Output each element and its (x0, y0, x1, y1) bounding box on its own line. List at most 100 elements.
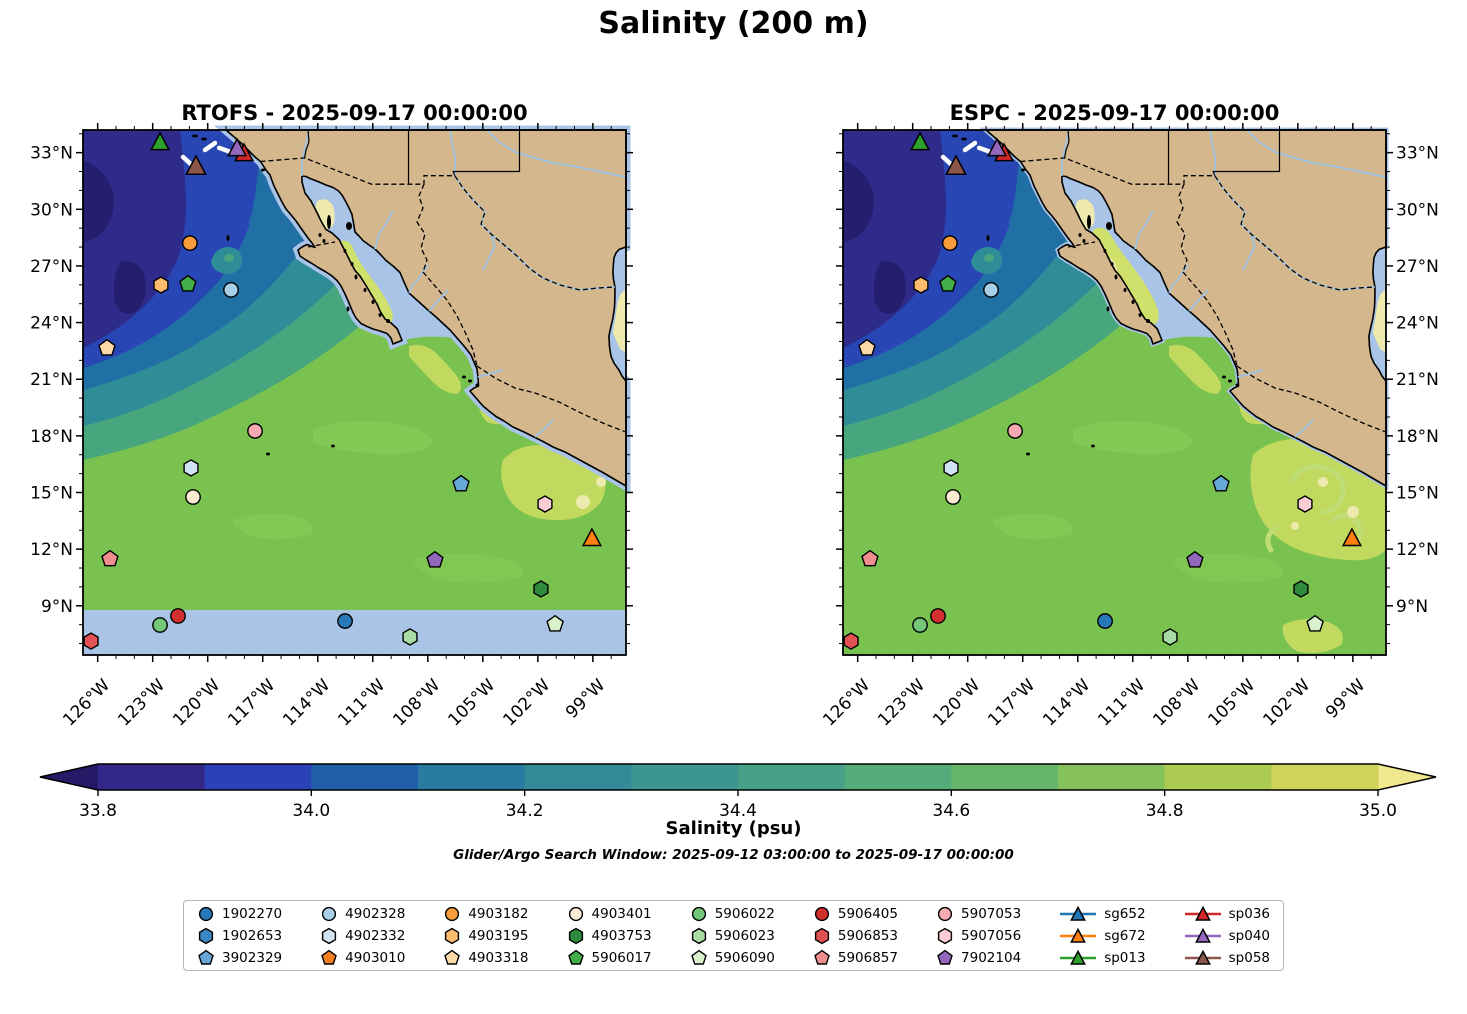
marker-5906857 (101, 549, 119, 567)
lon-tick-label: 114°W (1039, 675, 1094, 730)
marker-5907056 (537, 495, 553, 513)
legend-marker-1902270 (198, 906, 214, 921)
lon-tick-label: 102°W (499, 675, 554, 730)
lat-tick-label: 24°N (1396, 314, 1439, 334)
legend-entry-sg652: sg652 (1059, 903, 1146, 924)
legend-label: 4903195 (468, 927, 529, 944)
lon-tick-label: 123°W (114, 675, 169, 730)
panel-rtofs: RTOFS - 2025-09-17 00:00:00 33°N 30°N 27°N… (30, 101, 633, 730)
legend-column: 5906022 5906023 5906090 (690, 903, 775, 968)
search-window-note: Glider/Argo Search Window: 2025-09-12 03… (453, 847, 1014, 863)
legend-label: 5906017 (591, 949, 652, 966)
legend-column: sp036 sp040 sp058 (1184, 903, 1270, 968)
legend-label: 5906405 (837, 905, 898, 922)
legend-label: 3902329 (222, 949, 283, 966)
gulf-of-mexico (1368, 246, 1387, 382)
circle-marker-icon (814, 906, 829, 921)
legend-label: sp013 (1104, 949, 1146, 966)
legend-entry-4903318: 4903318 (443, 947, 528, 968)
legend-entry-1902270: 1902270 (197, 903, 282, 924)
marker-5906017 (939, 274, 957, 292)
legend-marker-sp036 (1194, 905, 1211, 921)
lon-tick-label: 102°W (1259, 675, 1314, 730)
legend-entry-3902329: 3902329 (197, 947, 282, 968)
colorbar-segment (1271, 764, 1379, 790)
legend-entry-5906023: 5906023 (690, 925, 775, 946)
marker-4903401 (185, 489, 201, 505)
marker-sp058 (185, 154, 207, 176)
legend-label: 4902328 (345, 905, 406, 922)
legend-entry-1902653: 1902653 (197, 925, 282, 946)
marker-4903195 (913, 276, 929, 294)
legend-marker-sg652 (1070, 905, 1087, 921)
panel-espc: ESPC - 2025-09-17 00:00:00 33°N 30°N 27°N 2… (819, 101, 1439, 730)
marker-sp040 (987, 137, 1008, 157)
hexagon-marker-icon (322, 927, 337, 944)
marker-4902332 (183, 459, 199, 477)
colorbar-tick-label: 33.8 (79, 801, 117, 821)
legend-label: 5906857 (837, 949, 898, 966)
land-coastline (985, 129, 1387, 487)
marker-4903401 (945, 489, 961, 505)
legend-label: 5906090 (714, 949, 775, 966)
colorbar-segment (98, 764, 206, 790)
lon-tick-label: 120°W (169, 675, 224, 730)
marker-5906023 (402, 628, 418, 646)
legend-label: sg672 (1104, 927, 1146, 944)
colorbar-label: Salinity (psu) (665, 818, 802, 839)
marker-7902104 (1186, 550, 1204, 568)
legend-label: sp040 (1228, 927, 1270, 944)
colorbar-segment (738, 764, 846, 790)
marker-5906853 (843, 632, 859, 650)
lat-tick-label: 12°N (1396, 540, 1439, 560)
legend-column: 4902328 4902332 4903010 (320, 903, 405, 968)
figure-title: Salinity (200 m) (598, 6, 869, 41)
panel-title-rtofs: RTOFS - 2025-09-17 00:00:00 (181, 101, 528, 125)
lat-tick-label: 21°N (30, 370, 73, 390)
lat-tick-label: 33°N (30, 144, 73, 164)
colorbar-tick-label: 34.0 (292, 801, 330, 821)
map-espc: 33°N 30°N 27°N 24°N 21°N 18°N 15°N 12°N 9°N 126°W… (819, 123, 1439, 730)
legend-entry-4902328: 4902328 (320, 903, 405, 924)
lat-tick-label: 24°N (30, 314, 73, 334)
hexagon-marker-icon (937, 927, 953, 944)
marker-7902104 (426, 550, 444, 568)
circle-marker-icon (198, 906, 214, 921)
legend-marker-5906857 (814, 949, 830, 965)
pentagon-marker-icon (567, 949, 584, 965)
colorbar-segment (1164, 764, 1272, 790)
marker-3902329 (1212, 474, 1230, 492)
lat-tick-label: 30°N (30, 200, 73, 220)
platform-markers (83, 131, 602, 650)
marker-5906853 (83, 632, 99, 650)
lon-tick-label: 117°W (224, 675, 279, 730)
glider-marker-icon (1184, 927, 1221, 943)
model-domain-gap-band (83, 610, 626, 655)
legend-entry-5906017: 5906017 (567, 947, 652, 968)
legend-marker-5906090 (690, 949, 707, 965)
legend-marker-4903010 (321, 949, 337, 965)
legend-marker-5906405 (814, 906, 829, 921)
axis-ticks (836, 123, 1393, 662)
lat-tick-label: 18°N (1396, 427, 1439, 447)
marker-5906017 (179, 274, 197, 292)
legend-entry-sg672: sg672 (1059, 925, 1146, 946)
colorbar-segment (204, 764, 312, 790)
legend-column: 1902270 1902653 3902329 (197, 903, 282, 968)
islands (192, 134, 479, 456)
marker-4902332 (943, 459, 959, 477)
marker-4903182 (942, 235, 958, 251)
legend-marker-4903753 (568, 927, 583, 944)
legend-label: sp058 (1228, 949, 1270, 966)
colorbar-segment (951, 764, 1059, 790)
marker-3902329 (452, 474, 470, 492)
marker-sg672 (1341, 527, 1362, 547)
marker-5906857 (861, 549, 879, 567)
lon-tick-label: 108°W (389, 675, 444, 730)
pentagon-marker-icon (444, 949, 461, 965)
legend-entry-5906090: 5906090 (690, 947, 775, 968)
colorbar-tick-label: 34.2 (506, 801, 544, 821)
lon-tick-label: 126°W (59, 675, 114, 730)
axis-ticks (76, 123, 633, 662)
marker-5907056 (1297, 495, 1313, 513)
